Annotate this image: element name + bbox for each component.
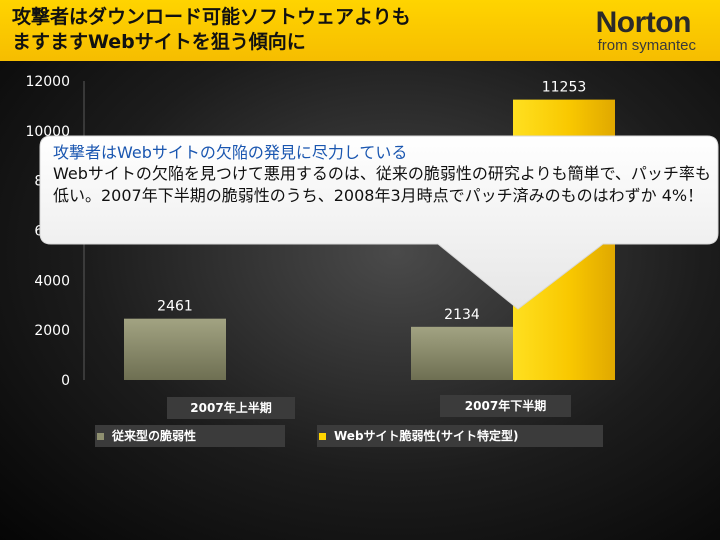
x-category-label: 2007年下半期 bbox=[440, 395, 571, 417]
logo-name: Norton bbox=[595, 6, 692, 39]
legend-swatch-web bbox=[319, 433, 326, 440]
legend-item-web: Webサイト脆弱性(サイト特定型) bbox=[317, 425, 603, 447]
slide-header: 攻撃者はダウンロード可能ソフトウェアよりも ますますWebサイトを狙う傾向に N… bbox=[0, 0, 720, 61]
bar bbox=[411, 326, 513, 380]
logo-tagline: from symantec bbox=[597, 37, 696, 54]
data-label: 11253 bbox=[542, 80, 587, 96]
y-tick-label: 12000 bbox=[25, 74, 70, 90]
callout-text: 攻撃者はWebサイトの欠陥の発見に尽力している Webサイトの欠陥を見つけて悪用… bbox=[53, 142, 713, 207]
callout-body: Webサイトの欠陥を見つけて悪用するのは、従来の脆弱性の研究よりも簡単で、パッチ… bbox=[53, 164, 711, 205]
y-tick-label: 4000 bbox=[34, 273, 70, 289]
callout-shape bbox=[39, 135, 719, 310]
legend-item-traditional: 従来型の脆弱性 bbox=[95, 425, 285, 447]
legend-swatch-traditional bbox=[97, 433, 104, 440]
bar bbox=[124, 318, 226, 380]
y-tick-label: 0 bbox=[61, 373, 70, 389]
legend-label: 従来型の脆弱性 bbox=[112, 429, 197, 443]
slide-title-line-1: 攻撃者はダウンロード可能ソフトウェアよりも bbox=[12, 6, 411, 28]
data-label: 2134 bbox=[444, 307, 480, 323]
slide-title-line-2: ますますWebサイトを狙う傾向に bbox=[12, 31, 306, 53]
norton-logo: Norton from symantec bbox=[596, 8, 696, 54]
slide-title: 攻撃者はダウンロード可能ソフトウェアよりも ますますWebサイトを狙う傾向に bbox=[12, 5, 532, 55]
legend-label: Webサイト脆弱性(サイト特定型) bbox=[334, 429, 519, 443]
callout-heading: 攻撃者はWebサイトの欠陥の発見に尽力している bbox=[53, 143, 408, 162]
data-label: 2461 bbox=[157, 299, 193, 315]
x-category-label: 2007年上半期 bbox=[167, 397, 295, 419]
y-tick-label: 2000 bbox=[34, 323, 70, 339]
